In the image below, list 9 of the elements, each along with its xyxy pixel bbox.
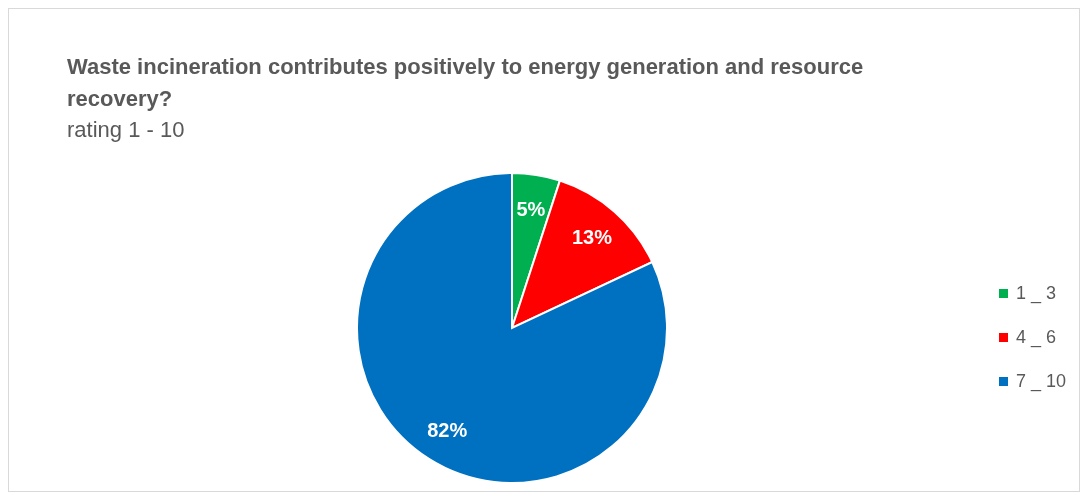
legend-label: 7 _ 10 xyxy=(1016,370,1067,392)
pie-slice xyxy=(356,172,668,484)
data-label: 13% xyxy=(571,226,613,249)
text: rating 1 - 10 xyxy=(67,117,185,143)
data-label: 5% xyxy=(516,197,546,220)
chart-title: Waste incineration contributes positively to energy generation and resource recovery? xyxy=(67,53,865,113)
legend-label: 4 _ 6 xyxy=(1016,326,1057,348)
legend-label: 1 _ 3 xyxy=(1016,282,1057,304)
data-label: 82% xyxy=(427,419,468,442)
